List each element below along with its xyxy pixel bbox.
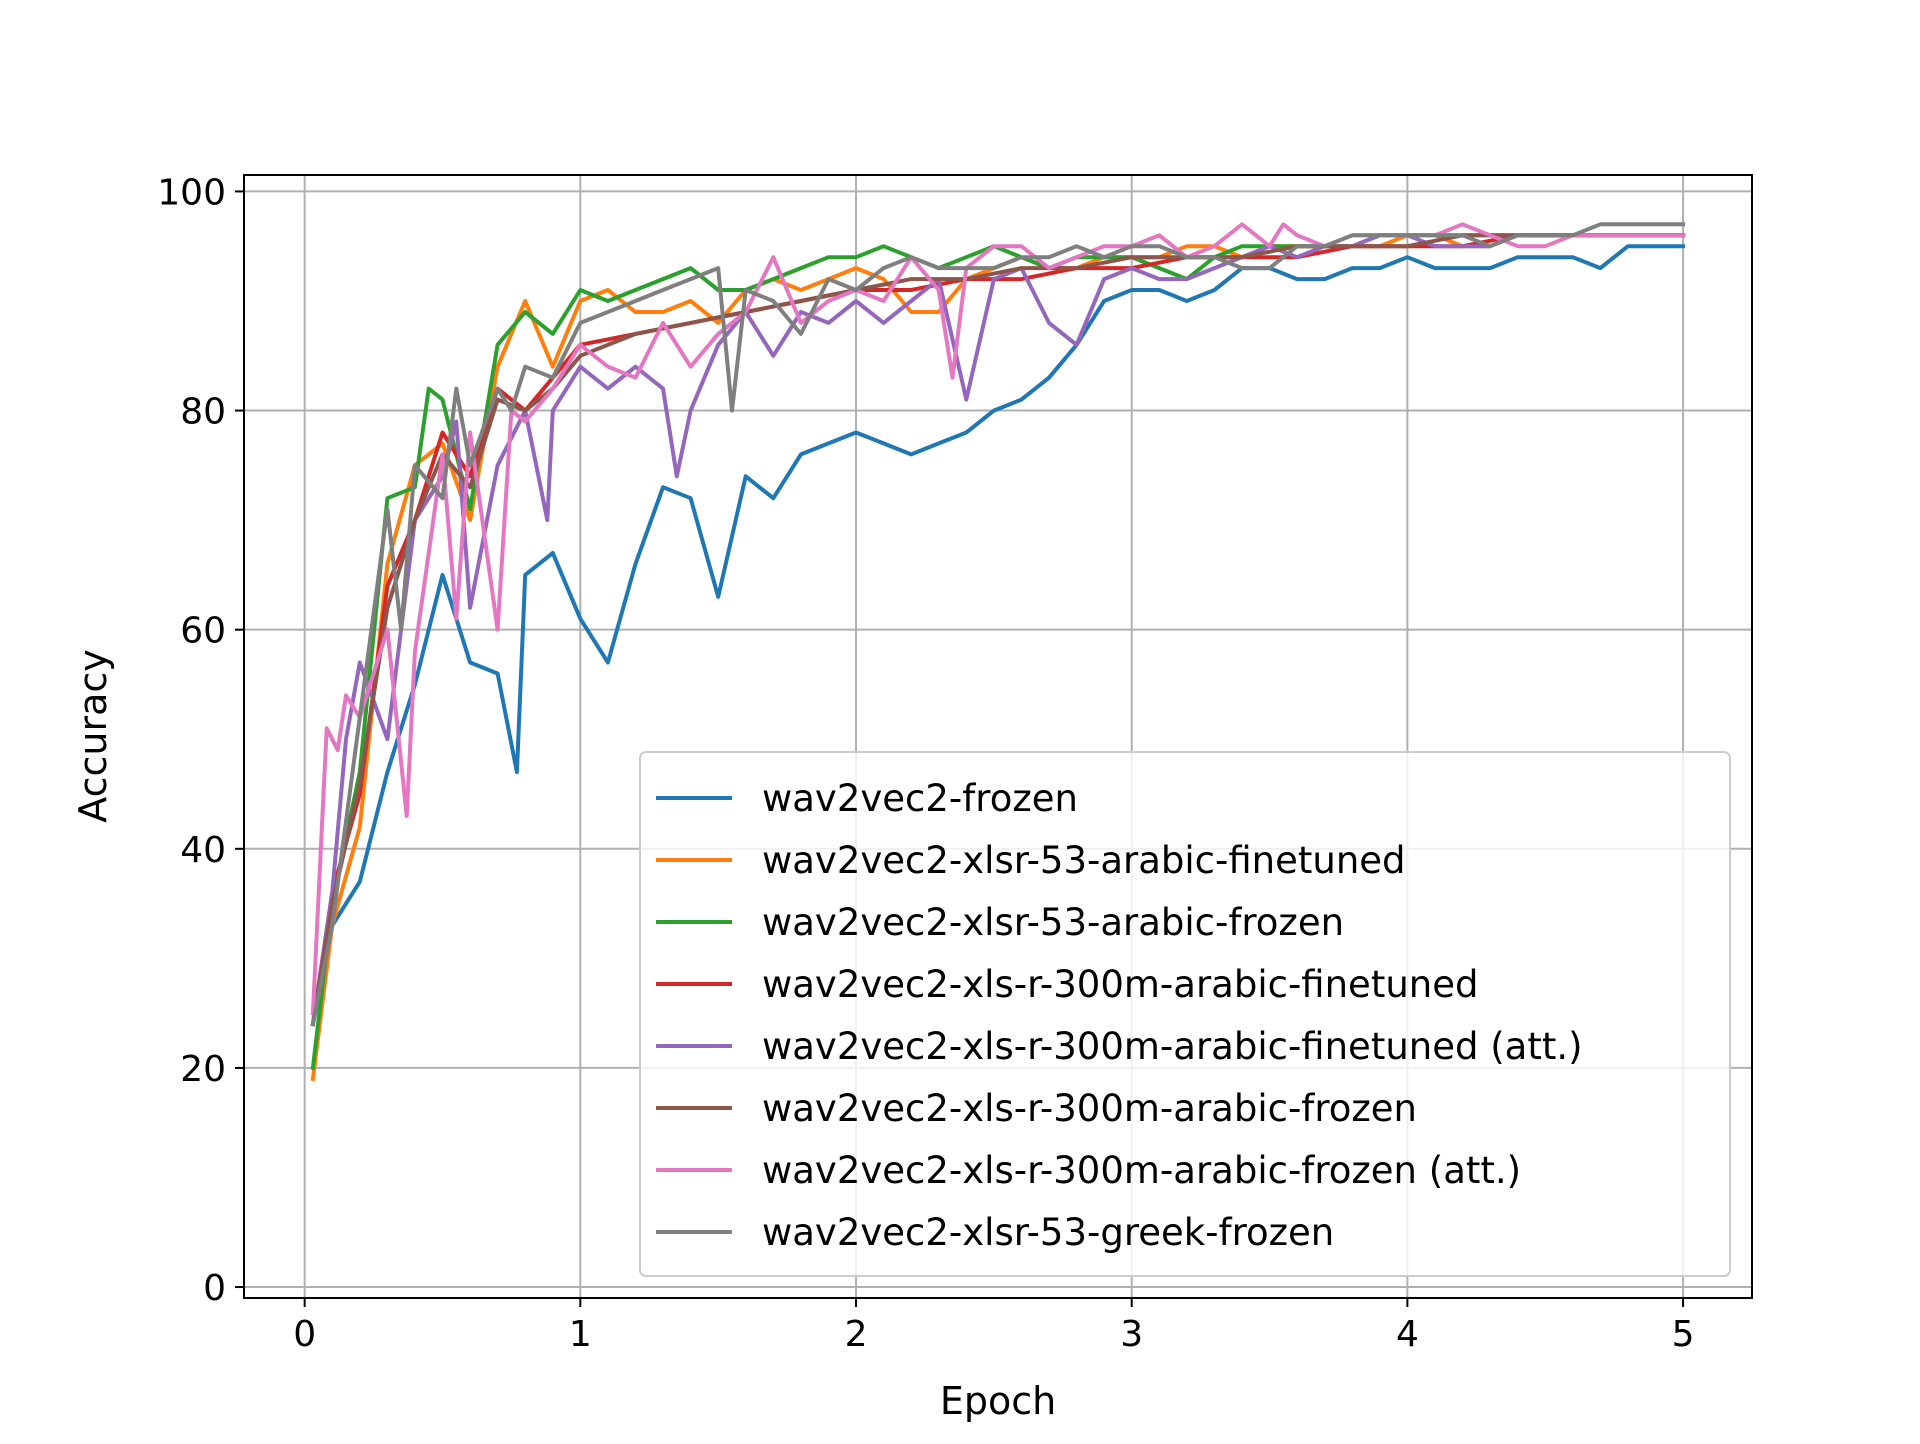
legend-label-5: wav2vec2-xls-r-300m-arabic-finetuned (at…	[762, 1025, 1583, 1068]
x-tick-label: 0	[293, 1314, 316, 1355]
plot-frame	[243, 174, 1753, 1299]
legend-label-7: wav2vec2-xls-r-300m-arabic-frozen (att.)	[762, 1149, 1521, 1192]
series-line-8	[310, 222, 1686, 1027]
series-line-5	[310, 233, 1686, 1027]
y-tick-label: 20	[180, 1049, 226, 1090]
x-tick-label: 1	[569, 1314, 592, 1355]
ticks: 0 1 2 3 4 5 0 20 40 60 80 100	[157, 172, 1694, 1355]
legend-label-6: wav2vec2-xls-r-300m-arabic-frozen	[762, 1087, 1417, 1130]
series-line-1	[310, 244, 1686, 1027]
x-tick-label: 4	[1396, 1314, 1419, 1355]
x-tick-label: 2	[845, 1314, 868, 1355]
x-tick-label: 3	[1120, 1314, 1143, 1355]
legend-label-2: wav2vec2-xlsr-53-arabic-finetuned	[762, 839, 1406, 882]
legend-label-4: wav2vec2-xls-r-300m-arabic-finetuned	[762, 963, 1478, 1006]
x-tick-label: 5	[1672, 1314, 1695, 1355]
legend-label-3: wav2vec2-xlsr-53-arabic-frozen	[762, 901, 1344, 944]
legend-box	[639, 751, 1731, 1277]
legend: wav2vec2-frozen wav2vec2-xlsr-53-arabic-f…	[639, 751, 1731, 1277]
y-tick-label: 40	[180, 830, 226, 871]
series-layer	[310, 222, 1686, 1082]
legend-label-8: wav2vec2-xlsr-53-greek-frozen	[762, 1211, 1334, 1254]
y-axis-label: Accuracy	[71, 649, 115, 823]
y-tick-label: 60	[180, 611, 226, 652]
y-tick-label: 80	[180, 392, 226, 433]
x-axis-label: Epoch	[940, 1379, 1056, 1423]
legend-label-1: wav2vec2-frozen	[762, 777, 1078, 820]
y-tick-label: 0	[203, 1268, 226, 1309]
y-tick-label: 100	[157, 172, 226, 213]
